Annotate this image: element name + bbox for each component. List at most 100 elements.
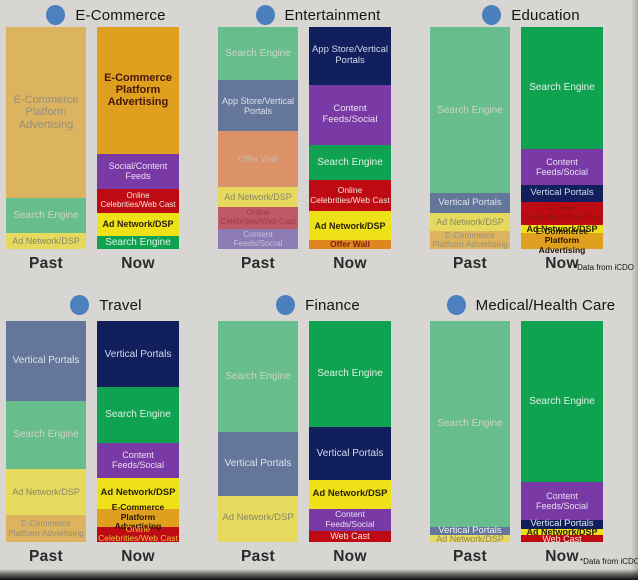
panel-header: Medical/Health Care	[424, 293, 638, 317]
segment-label: E-Commerce Platform Advertising	[111, 502, 165, 532]
panel-header: E-Commerce	[0, 3, 212, 27]
bar-segment-search-engine: Search Engine	[6, 197, 86, 234]
chart-panel-finance: Finance Search Engine Vertical Portals Ad N…	[212, 290, 424, 580]
segment-label: Vertical Portals	[438, 197, 502, 209]
segment-label: Ad Network/DSP	[12, 236, 80, 247]
now-axis-label: Now	[333, 255, 367, 272]
segment-label: Offer Wall	[330, 238, 370, 249]
panel-title: E-Commerce	[75, 6, 166, 24]
stacked-bar-now: Search Engine Content Feeds/Social Vertica…	[521, 321, 603, 544]
bar-segment-web-cast: Web Cast	[521, 533, 603, 544]
bar-segment-online-celebrities-web-cast: Online Celebrities/Web Cast	[521, 202, 603, 225]
bar-segment-ad-network-dsp: Ad Network/DSP	[97, 477, 179, 509]
panel-header: Education	[424, 3, 638, 27]
bar-segment-vertical-portals: Vertical Portals	[97, 321, 179, 388]
segment-label: Search Engine	[105, 409, 171, 421]
bar-segment-vertical-portals: Vertical Portals	[218, 431, 298, 496]
segment-label: Content Feeds/Social	[322, 103, 378, 125]
bar-segment-online-celebrities-web-cast: Online Celebrities/Web Cast	[309, 180, 391, 212]
data-source-footnote: *Data from iCDO	[574, 263, 635, 272]
bar-segment-search-engine: Search Engine	[97, 387, 179, 443]
bar-segment-content-feeds-social: Content Feeds/Social	[309, 508, 391, 531]
segment-label: Vertical Portals	[104, 348, 172, 360]
segment-label: Vertical Portals	[438, 524, 502, 536]
bar-segment-e-commerce-platform-advertising: E-Commerce Platform Advertising	[521, 226, 603, 255]
bar-segment-online-celebrities-web-cast: Online Celebrities/Web Cast	[97, 189, 179, 214]
bar-segment-app-store-vertical-portals: App Store/Vertical Portals	[309, 27, 391, 85]
segment-label: Search Engine	[13, 429, 79, 441]
category-bullet-icon	[276, 295, 296, 315]
bar-segment-content-feeds-social: Content Feeds/Social	[521, 149, 603, 185]
bar-segment-ad-network-dsp: Ad Network/DSP	[521, 224, 603, 234]
category-bullet-icon	[482, 5, 502, 25]
bar-segment-ad-network-dsp: Ad Network/DSP	[309, 480, 391, 509]
segment-label: Online Celebrities/Web Cast	[220, 207, 296, 226]
segment-label: Ad Network/DSP	[436, 533, 504, 544]
segment-label: Search Engine	[529, 82, 595, 94]
panel-header: Entertainment	[212, 3, 424, 27]
segment-label: Search Engine	[317, 368, 383, 380]
panel-header: Travel	[0, 293, 212, 317]
segment-label: Web Cast	[542, 533, 582, 544]
segment-label: Ad Network/DSP	[436, 217, 504, 228]
bar-segment-vertical-portals: Vertical Portals	[309, 427, 391, 481]
past-axis-label: Past	[453, 548, 487, 565]
bar-segment-search-engine: Search Engine	[521, 27, 603, 150]
bar-segment-app-store-vertical-portals: App Store/Vertical Portals	[218, 80, 298, 132]
bar-segment-search-engine: Search Engine	[97, 235, 179, 249]
segment-label: Offer Wall	[238, 154, 278, 165]
segment-label: Online Celebrities/Web Cast	[100, 191, 176, 210]
stacked-bar-past: E-Commerce Platform Advertising Search En…	[6, 27, 86, 249]
segment-label: Content Feeds/Social	[111, 450, 165, 471]
bar-segment-vertical-portals: Vertical Portals	[6, 321, 86, 401]
segment-label: Search Engine	[13, 210, 79, 222]
panel-title: Medical/Health Care	[475, 296, 616, 314]
now-axis-label: Now	[121, 255, 155, 272]
now-axis-label: Now	[121, 548, 155, 565]
bar-segment-content-feeds-social: Content Feeds/Social	[218, 229, 298, 250]
bar-segment-search-engine: Search Engine	[430, 321, 510, 527]
chart-panel-education: Education Search Engine Vertical Portals Ad…	[424, 0, 638, 290]
data-source-footnote: *Data from iCDO	[580, 557, 638, 566]
bar-segment-search-engine: Search Engine	[309, 321, 391, 428]
bar-segment-offer-wall: Offer Wall	[309, 238, 391, 249]
segment-label: Vertical Portals	[530, 517, 594, 529]
bar-segment-ad-network-dsp: Ad Network/DSP	[6, 469, 86, 516]
bar-segment-search-engine: Search Engine	[309, 144, 391, 181]
bar-segment-ad-network-dsp: Ad Network/DSP	[430, 533, 510, 544]
chart-panel-medical-health-care: Medical/Health Care Search Engine Vertical…	[424, 290, 638, 580]
stacked-bar-now: Vertical Portals Search Engine Content Fee…	[97, 321, 179, 543]
panel-header: Finance	[212, 293, 424, 317]
bar-segment-ad-network-dsp: Ad Network/DSP	[6, 233, 86, 249]
segment-label: Content Feeds/Social	[535, 491, 589, 512]
bar-segment-ad-network-dsp: Ad Network/DSP	[218, 495, 298, 542]
segment-label: Ad Network/DSP	[312, 488, 388, 500]
segment-label: Vertical Portals	[12, 355, 80, 367]
bar-segment-vertical-portals: Vertical Portals	[521, 184, 603, 203]
stacked-bar-now: E-Commerce Platform Advertising Social/Co…	[97, 27, 179, 249]
segment-label: E-Commerce Platform Advertising	[432, 229, 508, 250]
segment-label: Social/Content Feeds	[108, 161, 168, 182]
bar-segment-e-commerce-platform-advertising: E-Commerce Platform Advertising	[97, 503, 179, 531]
segment-label: Vertical Portals	[530, 187, 594, 199]
segment-label: E-Commerce Platform Advertising	[535, 225, 589, 255]
stacked-bar-past: Search Engine Vertical Portals Ad Network/…	[430, 321, 510, 544]
past-axis-label: Past	[241, 548, 275, 565]
bar-segment-search-engine: Search Engine	[521, 321, 603, 483]
bar-segment-social-content-feeds: Social/Content Feeds	[97, 153, 179, 189]
past-axis-label: Past	[241, 255, 275, 272]
segment-label: Vertical Portals	[316, 448, 384, 459]
segment-label: E-Commerce Platform Advertising	[104, 71, 172, 109]
bar-segment-online-celebrities-web-cast: Online Celebrities/Web Cast	[97, 524, 179, 543]
bar-segment-vertical-portals: Vertical Portals	[430, 524, 510, 536]
bar-segment-search-engine: Search Engine	[430, 27, 510, 194]
stacked-bar-now: Search Engine Vertical Portals Ad Network/…	[309, 321, 391, 542]
bar-segment-search-engine: Search Engine	[6, 400, 86, 470]
bar-segment-e-commerce-platform-advertising: E-Commerce Platform Advertising	[430, 229, 510, 250]
bar-segment-search-engine: Search Engine	[218, 321, 298, 432]
segment-label: App Store/Vertical Portals	[221, 95, 295, 116]
segment-label: Ad Network/DSP	[100, 487, 176, 499]
segment-label: Ad Network/DSP	[526, 526, 598, 537]
